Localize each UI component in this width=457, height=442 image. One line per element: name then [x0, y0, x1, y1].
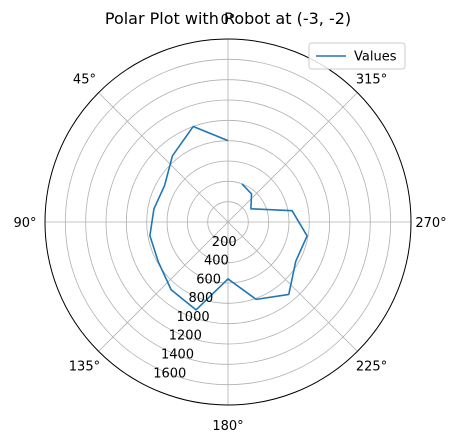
- polar-frame: [44, 38, 412, 406]
- legend: Values: [308, 42, 406, 70]
- r-tick-label: 800: [188, 291, 213, 306]
- theta-tick-label: 180°: [212, 419, 243, 434]
- r-tick-label: 1200: [169, 329, 202, 344]
- theta-tick-label: 315°: [356, 72, 387, 87]
- legend-box: [308, 42, 406, 70]
- theta-tick-label: 90°: [13, 216, 36, 231]
- r-tick-label: 1000: [177, 310, 210, 325]
- r-tick-label: 400: [204, 254, 229, 269]
- theta-tick-label: 225°: [356, 360, 387, 375]
- r-tick-label: 1400: [161, 348, 194, 363]
- theta-tick-label: 45°: [73, 72, 96, 87]
- theta-tick-labels: 0° 45° 90° 135° 180° 225° 270° 315°: [13, 13, 446, 434]
- theta-tick-label: 270°: [415, 216, 446, 231]
- chart-title: Polar Plot with Robot at (-3, -2): [105, 9, 351, 28]
- r-tick-labels: 200 400 600 800 1000 1200 1400 1600: [153, 235, 236, 381]
- grid: [45, 39, 411, 405]
- theta-tick-label: 135°: [69, 360, 100, 375]
- r-tick-label: 600: [196, 272, 221, 287]
- series-line-0: [149, 125, 308, 311]
- legend-label: Values: [354, 50, 397, 65]
- r-tick-label: 1600: [153, 366, 186, 381]
- theta-grid-line-5: [227, 221, 358, 352]
- theta-grid-line-1: [98, 92, 229, 223]
- theta-tick-label: 0°: [221, 13, 236, 28]
- r-tick-label: 200: [212, 235, 237, 250]
- theta-grid-line-3: [98, 221, 229, 352]
- series-lines: [149, 125, 308, 311]
- theta-grid-line-7: [227, 92, 358, 223]
